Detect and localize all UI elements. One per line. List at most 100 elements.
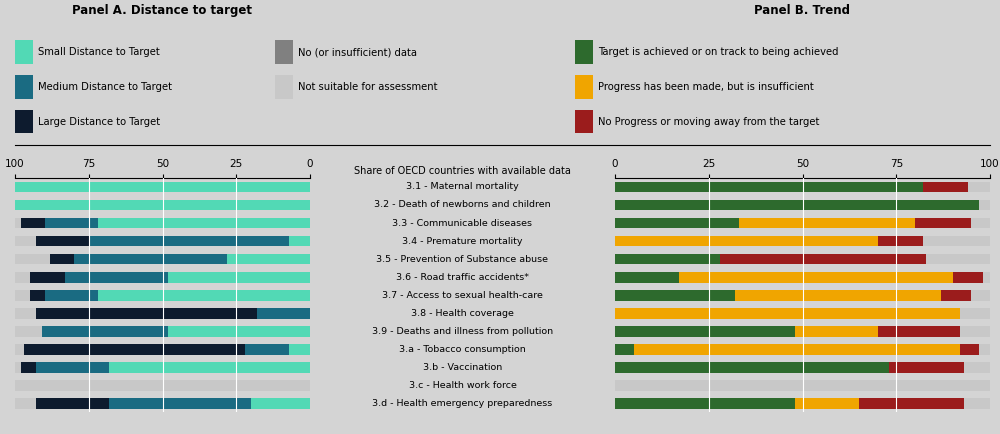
Bar: [36, 362, 109, 373]
Bar: [960, 326, 990, 337]
Bar: [24, 344, 245, 355]
Bar: [964, 362, 990, 373]
Bar: [878, 326, 960, 337]
Bar: [964, 398, 990, 409]
Bar: [926, 253, 990, 264]
Bar: [615, 290, 735, 300]
Bar: [15, 290, 30, 300]
Bar: [922, 181, 968, 192]
Bar: [65, 272, 168, 283]
Bar: [289, 236, 310, 247]
Bar: [878, 236, 922, 247]
Bar: [795, 326, 878, 337]
Text: 3.5 - Prevention of Substance abuse: 3.5 - Prevention of Substance abuse: [376, 255, 548, 263]
Bar: [615, 398, 795, 409]
Text: No Progress or moving away from the target: No Progress or moving away from the targ…: [598, 116, 819, 127]
Bar: [15, 200, 310, 210]
Text: Large Distance to Target: Large Distance to Target: [38, 116, 160, 127]
Bar: [615, 380, 990, 391]
Bar: [227, 253, 310, 264]
Text: Medium Distance to Target: Medium Distance to Target: [38, 82, 172, 92]
Bar: [168, 326, 310, 337]
Bar: [971, 290, 990, 300]
Bar: [109, 362, 310, 373]
Bar: [968, 181, 990, 192]
Bar: [15, 217, 21, 228]
Text: Panel A. Distance to target: Panel A. Distance to target: [72, 4, 252, 17]
Bar: [15, 362, 21, 373]
Text: 3.2 - Death of newborns and children: 3.2 - Death of newborns and children: [374, 201, 551, 210]
Bar: [795, 398, 859, 409]
Bar: [979, 200, 990, 210]
Bar: [15, 272, 30, 283]
Bar: [15, 236, 36, 247]
Bar: [615, 308, 960, 319]
Bar: [859, 398, 964, 409]
Bar: [98, 217, 310, 228]
Bar: [960, 344, 979, 355]
Bar: [245, 344, 289, 355]
Bar: [15, 398, 36, 409]
Bar: [36, 236, 89, 247]
Bar: [615, 253, 720, 264]
Bar: [615, 326, 795, 337]
Text: Target is achieved or on track to being achieved: Target is achieved or on track to being …: [598, 47, 838, 57]
Text: 3.b - Vaccination: 3.b - Vaccination: [423, 363, 502, 372]
Bar: [915, 217, 971, 228]
Text: Small Distance to Target: Small Distance to Target: [38, 47, 160, 57]
Text: 3.6 - Road traffic accidents*: 3.6 - Road traffic accidents*: [396, 273, 529, 282]
Bar: [50, 253, 74, 264]
Bar: [15, 380, 310, 391]
Bar: [257, 308, 310, 319]
Bar: [36, 308, 257, 319]
Bar: [44, 217, 98, 228]
Bar: [109, 398, 251, 409]
Bar: [615, 272, 679, 283]
Bar: [952, 272, 982, 283]
Text: 3.d - Health emergency preparedness: 3.d - Health emergency preparedness: [372, 399, 553, 408]
Bar: [42, 326, 168, 337]
Bar: [615, 217, 739, 228]
Bar: [15, 308, 36, 319]
Bar: [615, 181, 922, 192]
Bar: [21, 217, 44, 228]
Text: Progress has been made, but is insufficient: Progress has been made, but is insuffici…: [598, 82, 814, 92]
Text: 3.9 - Deaths and illness from pollution: 3.9 - Deaths and illness from pollution: [372, 327, 553, 335]
Text: Not suitable for assessment: Not suitable for assessment: [298, 82, 438, 92]
Text: 3.1 - Maternal mortality: 3.1 - Maternal mortality: [406, 182, 519, 191]
Bar: [982, 272, 990, 283]
Bar: [30, 272, 65, 283]
Bar: [15, 344, 24, 355]
Bar: [634, 344, 960, 355]
Bar: [36, 398, 109, 409]
Bar: [15, 181, 310, 192]
Bar: [15, 253, 50, 264]
Bar: [89, 236, 289, 247]
Bar: [30, 290, 44, 300]
Text: 3.7 - Access to sexual health-care: 3.7 - Access to sexual health-care: [382, 291, 543, 299]
Bar: [44, 290, 98, 300]
Text: Share of OECD countries with available data: Share of OECD countries with available d…: [354, 166, 571, 176]
Bar: [615, 236, 878, 247]
Text: 3.c - Health work force: 3.c - Health work force: [409, 381, 516, 390]
Bar: [15, 326, 42, 337]
Bar: [21, 362, 36, 373]
Bar: [922, 236, 990, 247]
Text: No (or insufficient) data: No (or insufficient) data: [298, 47, 417, 57]
Bar: [251, 398, 310, 409]
Bar: [979, 344, 990, 355]
Text: 3.4 - Premature mortality: 3.4 - Premature mortality: [402, 237, 523, 246]
Bar: [889, 362, 964, 373]
Bar: [615, 362, 889, 373]
Bar: [679, 272, 952, 283]
Bar: [941, 290, 971, 300]
Text: Panel B. Trend: Panel B. Trend: [755, 4, 850, 17]
Bar: [720, 253, 926, 264]
Bar: [615, 200, 979, 210]
Bar: [615, 344, 634, 355]
Bar: [739, 217, 915, 228]
Text: 3.a - Tobacco consumption: 3.a - Tobacco consumption: [399, 345, 526, 354]
Text: 3.8 - Health coverage: 3.8 - Health coverage: [411, 309, 514, 318]
Bar: [735, 290, 941, 300]
Bar: [960, 308, 990, 319]
